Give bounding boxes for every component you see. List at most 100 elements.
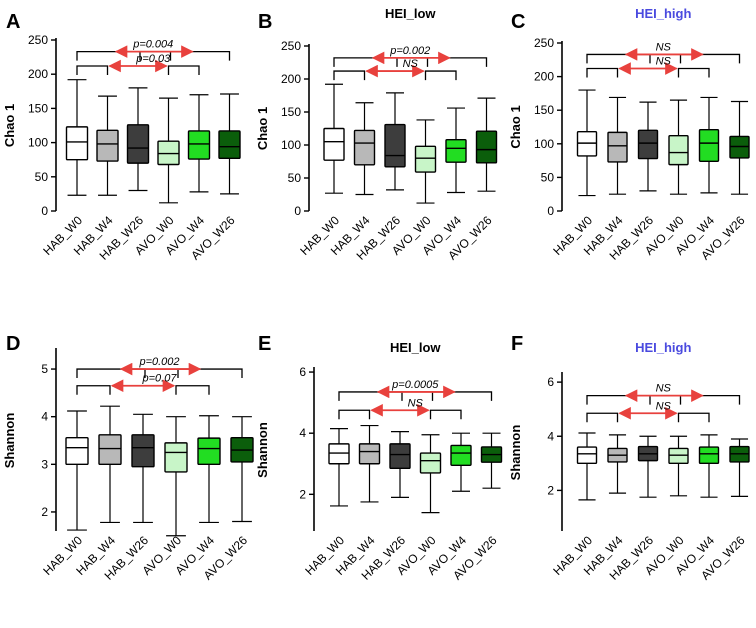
panel-letter: A — [6, 11, 20, 33]
box-iqr — [126, 124, 150, 164]
box-iqr — [187, 130, 211, 160]
panel-letter: E — [258, 333, 271, 355]
box-iqr — [65, 126, 89, 161]
box-avo-w26 — [729, 100, 750, 195]
box-iqr — [576, 446, 598, 465]
y-axis-label: Shannon — [255, 422, 270, 478]
box-iqr — [353, 129, 376, 166]
bracket-inner-avo — [167, 65, 200, 75]
bracket-outer-hab — [333, 57, 398, 67]
box-avo-w26 — [218, 93, 241, 195]
p-value-outer: NS — [656, 41, 672, 53]
box-avo-w0 — [157, 97, 180, 204]
p-value-inner: NS — [656, 56, 672, 68]
bracket-inner-avo — [175, 385, 210, 395]
box-iqr — [131, 434, 155, 468]
p-value-outer: p=0.004 — [132, 39, 173, 51]
box-hab-w4 — [96, 95, 119, 196]
box-hab-w0 — [65, 410, 89, 531]
bracket-inner-avo — [677, 412, 710, 423]
bracket-outer-hab — [338, 391, 403, 401]
box-avo-w0 — [164, 416, 188, 537]
panel-title: HEI_low — [390, 340, 441, 355]
p-value-outer: p=0.002 — [389, 45, 430, 57]
box-iqr — [419, 452, 442, 474]
box-iqr — [389, 443, 411, 470]
y-tick-label: 200 — [534, 70, 554, 84]
y-tick-label: 6 — [547, 375, 554, 389]
box-iqr — [414, 145, 437, 173]
bracket-outer-hab — [76, 50, 141, 61]
box-iqr — [323, 127, 345, 161]
y-tick-label: 6 — [299, 365, 306, 379]
box-avo-w0 — [668, 435, 689, 497]
y-tick-label: 50 — [288, 171, 302, 185]
y-tick-label: 50 — [541, 170, 555, 184]
y-tick-label: 4 — [547, 429, 554, 443]
y-tick-label: 100 — [28, 136, 48, 150]
bracket-outer-hab — [76, 368, 146, 379]
bracket-inner-hab — [76, 65, 109, 75]
panel-e: E HEI_low246ShannonHAB_W0HAB_W4HAB_W26AVO… — [255, 333, 503, 583]
bracket-outer-hab — [586, 395, 651, 405]
y-axis-label: Chao 1 — [255, 107, 270, 150]
y-axis-label: Chao 1 — [2, 104, 17, 147]
box-iqr — [668, 135, 689, 166]
significance-brackets: NS NS — [586, 383, 741, 423]
p-value-inner: NS — [408, 397, 424, 409]
box-hab-w26 — [384, 92, 406, 191]
box-avo-w0 — [414, 119, 437, 204]
bracket-outer-avo — [679, 53, 741, 64]
significance-brackets: p=0.0005 NS — [338, 379, 493, 420]
box-hab-w4 — [358, 424, 381, 503]
significance-brackets: p=0.004 p=0.03 — [76, 39, 231, 75]
y-tick-label: 0 — [41, 204, 48, 218]
box-iqr — [218, 130, 241, 160]
y-tick-label: 250 — [28, 33, 48, 47]
bracket-inner-avo — [677, 67, 710, 78]
bracket-inner-hab — [76, 385, 111, 395]
box-hab-w4 — [98, 405, 122, 524]
y-tick-label: 2 — [41, 505, 48, 519]
y-tick-label: 5 — [41, 362, 48, 376]
box-iqr — [65, 436, 89, 466]
panel-title: HEI_high — [635, 6, 691, 21]
panel-letter: F — [511, 333, 523, 355]
y-axis-label: Shannon — [2, 413, 17, 469]
p-value-outer: NS — [656, 383, 672, 395]
box-iqr — [328, 443, 350, 465]
box-avo-w4 — [187, 94, 211, 193]
box-iqr — [698, 446, 720, 465]
significance-brackets: p=0.002 p=0.07 — [76, 356, 243, 395]
box-hab-w26 — [637, 101, 659, 192]
box-iqr — [384, 123, 406, 168]
y-tick-label: 150 — [281, 105, 301, 119]
panel-title: HEI_low — [385, 6, 436, 21]
box-hab-w4 — [607, 96, 628, 195]
panel-f: F HEI_high246ShannonHAB_W0HAB_W4HAB_W26AV… — [508, 333, 750, 583]
p-value-inner: p=0.03 — [135, 53, 171, 65]
bracket-outer-avo — [169, 50, 231, 61]
y-tick-label: 100 — [281, 138, 301, 152]
panel-title: HEI_high — [635, 340, 691, 355]
box-hab-w0 — [328, 428, 350, 507]
bracket-inner-avo — [424, 70, 457, 81]
y-tick-label: 150 — [28, 101, 48, 115]
y-tick-label: 2 — [547, 483, 554, 497]
bracket-inner-avo — [429, 409, 462, 420]
panel-d: D2345ShannonHAB_W0HAB_W4HAB_W26AVO_W0AVO… — [2, 333, 254, 583]
bracket-inner-hab — [586, 412, 619, 423]
box-avo-w0 — [668, 99, 689, 195]
y-tick-label: 250 — [534, 36, 554, 50]
bracket-inner-hab — [333, 70, 366, 81]
y-tick-label: 3 — [41, 457, 48, 471]
box-hab-w26 — [126, 87, 150, 192]
box-avo-w26 — [475, 97, 498, 192]
box-hab-w0 — [576, 89, 598, 197]
y-tick-label: 4 — [299, 426, 306, 440]
box-iqr — [445, 139, 467, 163]
box-avo-w26 — [729, 438, 750, 497]
